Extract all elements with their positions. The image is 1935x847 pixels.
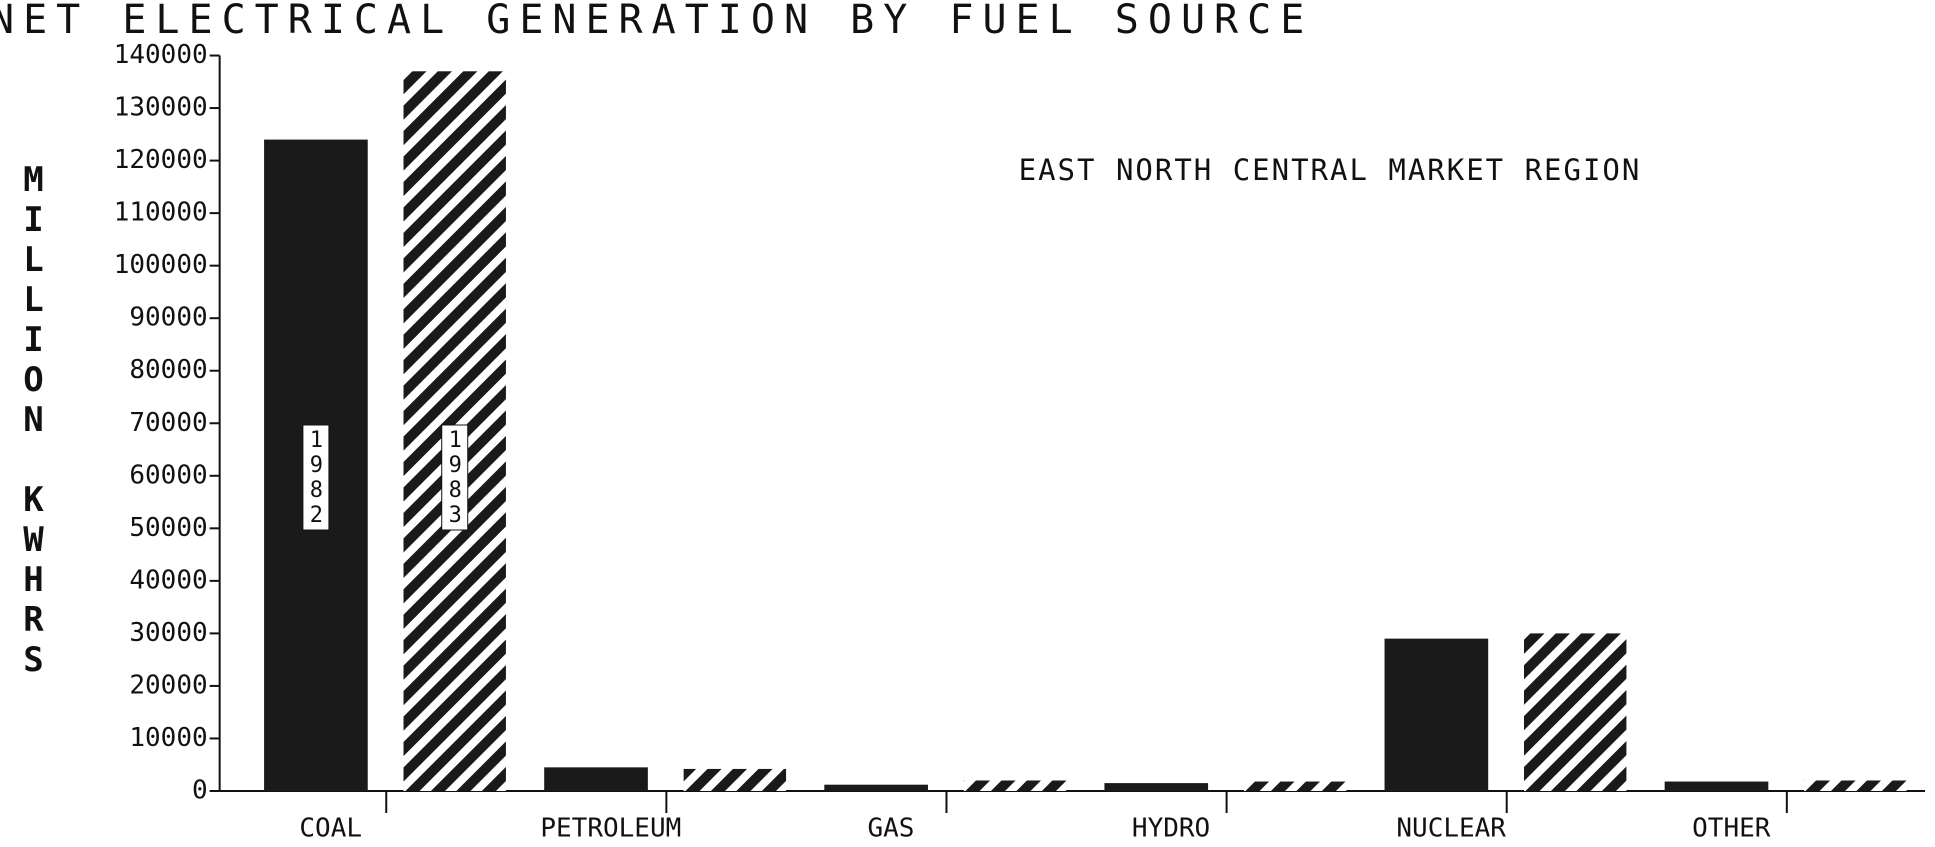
y-tick-label: 130000 <box>114 93 208 123</box>
y-axis-label: MILLION KWHRS <box>14 160 54 680</box>
legend-label: 1982 <box>304 428 329 528</box>
y-tick-label: 120000 <box>114 145 208 175</box>
y-tick-label: 70000 <box>129 408 207 438</box>
bar <box>683 768 787 791</box>
chart-subtitle: EAST NORTH CENTRAL MARKET REGION <box>1019 153 1642 187</box>
y-tick-label: 140000 <box>114 40 208 70</box>
bar <box>1243 781 1347 791</box>
y-tick-label: 0 <box>192 775 208 805</box>
y-tick-label: 50000 <box>129 513 207 543</box>
y-tick-label: 40000 <box>129 565 207 595</box>
bar <box>1804 780 1907 791</box>
bar <box>1384 638 1489 791</box>
bar <box>544 767 648 791</box>
y-tick-label: 30000 <box>129 618 207 648</box>
bar <box>963 780 1067 791</box>
bar <box>824 784 928 791</box>
legend-box <box>441 424 469 531</box>
x-tick-label: OTHER <box>1692 813 1771 843</box>
x-tick-label: COAL <box>299 813 362 843</box>
y-tick-label: 100000 <box>114 250 208 280</box>
legend-box <box>302 424 330 531</box>
y-tick-label: 20000 <box>129 670 207 700</box>
chart-title: NET ELECTRICAL GENERATION BY FUEL SOURCE <box>0 0 1313 43</box>
y-tick-label: 90000 <box>129 303 207 333</box>
x-tick-label: PETROLEUM <box>540 813 681 843</box>
x-tick-label: NUCLEAR <box>1396 813 1506 843</box>
bar <box>1664 781 1769 791</box>
x-tick-label: GAS <box>867 813 914 843</box>
y-tick-label: 10000 <box>129 723 207 753</box>
x-tick-label: HYDRO <box>1132 813 1210 843</box>
bar <box>1523 633 1627 791</box>
y-tick-label: 60000 <box>129 460 207 490</box>
legend-label: 1983 <box>443 428 468 528</box>
y-tick-label: 80000 <box>129 355 207 385</box>
y-tick-label: 110000 <box>114 198 208 228</box>
bar <box>1104 783 1209 791</box>
